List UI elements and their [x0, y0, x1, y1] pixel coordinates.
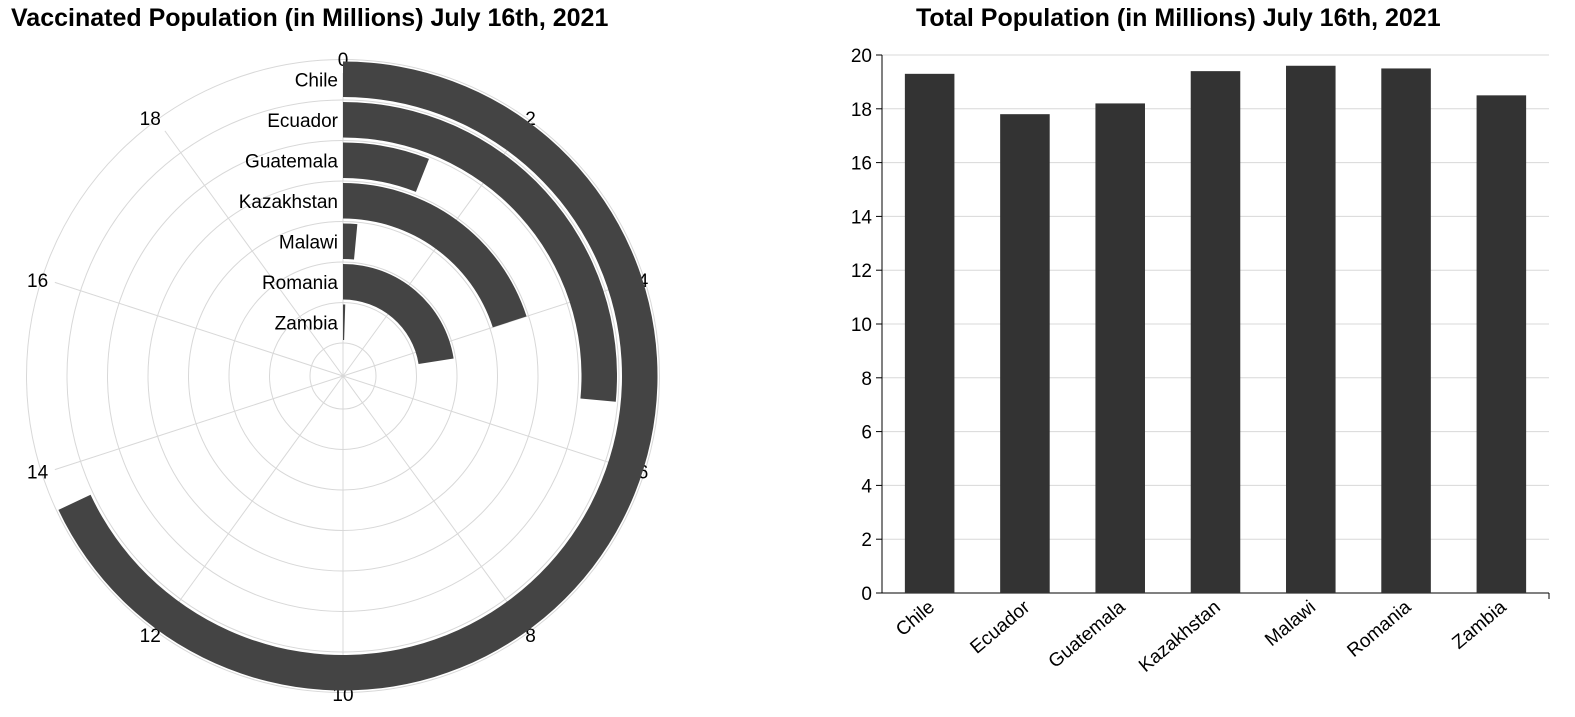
angular-tick-label: 14 — [27, 462, 49, 483]
y-tick-label: 6 — [861, 423, 872, 444]
radial-grid-line — [164, 130, 344, 377]
category-label: Malawi — [279, 232, 338, 253]
radial-grid-line — [342, 375, 632, 471]
category-label: Ecuador — [267, 111, 338, 132]
x-tick-label: Romania — [1344, 596, 1416, 661]
y-tick-label: 16 — [851, 154, 872, 175]
x-tick-label: Zambia — [1449, 596, 1511, 653]
angular-tick-label: 18 — [140, 109, 161, 130]
category-label: Chile — [295, 70, 338, 91]
y-tick-label: 2 — [861, 530, 872, 551]
angular-tick-label: 12 — [140, 626, 161, 647]
y-tick-label: 10 — [851, 315, 872, 336]
category-label: Guatemala — [245, 151, 338, 172]
x-tick-label: Malawi — [1261, 597, 1320, 651]
radial-bar — [343, 142, 429, 192]
radial-bar — [343, 264, 454, 365]
bar — [904, 73, 955, 593]
y-tick-label: 20 — [851, 46, 872, 67]
angular-tick-label: 16 — [27, 271, 48, 292]
radial-bar — [343, 223, 358, 260]
x-tick-label: Guatemala — [1045, 596, 1130, 672]
radial-chart-title: Vaccinated Population (in Millions) July… — [11, 4, 609, 32]
radial-bar — [343, 102, 617, 402]
x-tick-label: Kazakhstan — [1135, 597, 1225, 677]
angular-tick-label: 2 — [525, 109, 536, 130]
bar — [1476, 95, 1527, 593]
angular-tick-label: 8 — [525, 626, 536, 647]
angular-tick-label: 0 — [338, 50, 349, 71]
angular-tick-label: 4 — [638, 271, 649, 292]
y-tick-label: 0 — [861, 584, 872, 605]
y-tick-label: 18 — [851, 100, 872, 121]
y-tick-label: 14 — [851, 207, 873, 228]
category-label: Romania — [262, 273, 338, 294]
x-tick-label: Ecuador — [966, 596, 1034, 658]
category-label: Kazakhstan — [239, 192, 338, 213]
y-tick-label: 4 — [861, 476, 872, 497]
category-label: Zambia — [275, 313, 339, 334]
radial-grid-line — [54, 281, 344, 377]
y-tick-label: 8 — [861, 369, 872, 390]
radial-bar — [343, 304, 346, 341]
radial-grid-line — [342, 375, 522, 622]
x-tick-label: Chile — [892, 597, 939, 641]
bar — [1381, 68, 1431, 593]
y-tick-label: 12 — [851, 261, 872, 282]
radial-grid-line — [164, 375, 344, 622]
bar-chart-title: Total Population (in Millions) July 16th… — [916, 4, 1441, 32]
radial-grid-circle — [26, 59, 660, 693]
bar — [1000, 114, 1050, 594]
bar — [1095, 103, 1145, 594]
radial-grid-line — [54, 375, 344, 471]
angular-tick-label: 6 — [638, 462, 649, 483]
radial-bar-chart: 024681012141618ChileEcuadorGuatemalaKaza… — [26, 50, 660, 706]
radial-bar — [343, 183, 527, 328]
bar — [1286, 65, 1336, 593]
bar — [1190, 71, 1241, 593]
